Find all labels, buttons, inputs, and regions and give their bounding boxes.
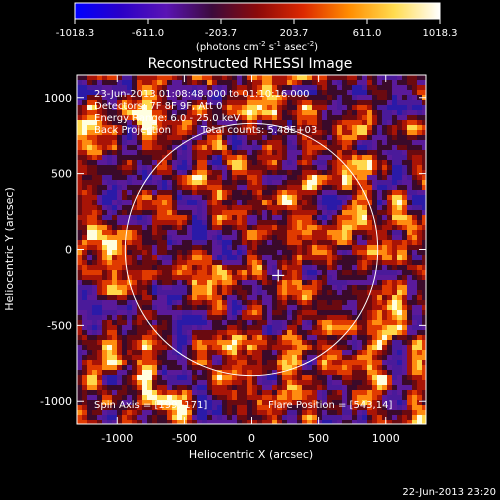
colorbar-tick-label: 611.0 [353, 28, 382, 39]
y-tick-label: 500 [51, 168, 72, 181]
annotation-total-counts: Total counts: 5.48E+03 [200, 125, 317, 136]
y-tick-label: -500 [47, 319, 72, 332]
colorbar [74, 2, 441, 20]
colorbar-tick-label: 1018.3 [423, 28, 458, 39]
colorbar-units: (photons cm-2 s-1 asec-2) [196, 40, 318, 53]
annotation-detectors: Detectors: 7F 8F 9F, Att 0 [94, 101, 222, 112]
x-axis-label: Heliocentric X (arcsec) [189, 448, 313, 461]
x-tick-label: -1000 [101, 432, 133, 445]
y-axis-ticks: -1000 -500 0 500 1000 [40, 92, 426, 408]
annotation-block: 23-Jun-2013 01:08:48.000 to 01:10:16.000… [94, 89, 317, 136]
colorbar-ticks: -1018.3 -611.0 -203.7 203.7 611.0 1018.3 [56, 19, 458, 39]
annotation-method: Back Projection [94, 125, 171, 136]
annotation-spin-axis: Spin Axis = [199,-171] [94, 400, 207, 411]
annotation-energy-range: Energy Range: 6.0 - 25.0 keV [94, 113, 240, 124]
solar-limb-circle [124, 122, 379, 377]
footer-date: 22-Jun-2013 23:20 [402, 487, 496, 498]
heatmap-image [77, 75, 426, 424]
y-axis-label: Heliocentric Y (arcsec) [3, 187, 16, 311]
x-tick-label: -500 [172, 432, 197, 445]
annotation-time-range: 23-Jun-2013 01:08:48.000 to 01:10:16.000 [94, 89, 310, 100]
annotation-flare-position: Flare Position = [543,14] [268, 400, 392, 411]
colorbar-tick-label: -203.7 [205, 28, 237, 39]
colorbar-tick-label: 203.7 [280, 28, 309, 39]
x-tick-label: 1000 [372, 432, 400, 445]
chart-title: Reconstructed RHESSI Image [148, 56, 353, 72]
spin-axis-cross-marker [272, 269, 285, 282]
colorbar-tick-label: -1018.3 [56, 28, 95, 39]
y-tick-label: 0 [65, 244, 72, 257]
y-tick-label: 1000 [44, 92, 72, 105]
x-tick-label: 500 [308, 432, 329, 445]
y-tick-label: -1000 [40, 395, 72, 408]
x-axis-ticks: -1000 -500 0 500 1000 [101, 75, 400, 445]
colorbar-tick-label: -611.0 [132, 28, 164, 39]
x-tick-label: 0 [248, 432, 255, 445]
